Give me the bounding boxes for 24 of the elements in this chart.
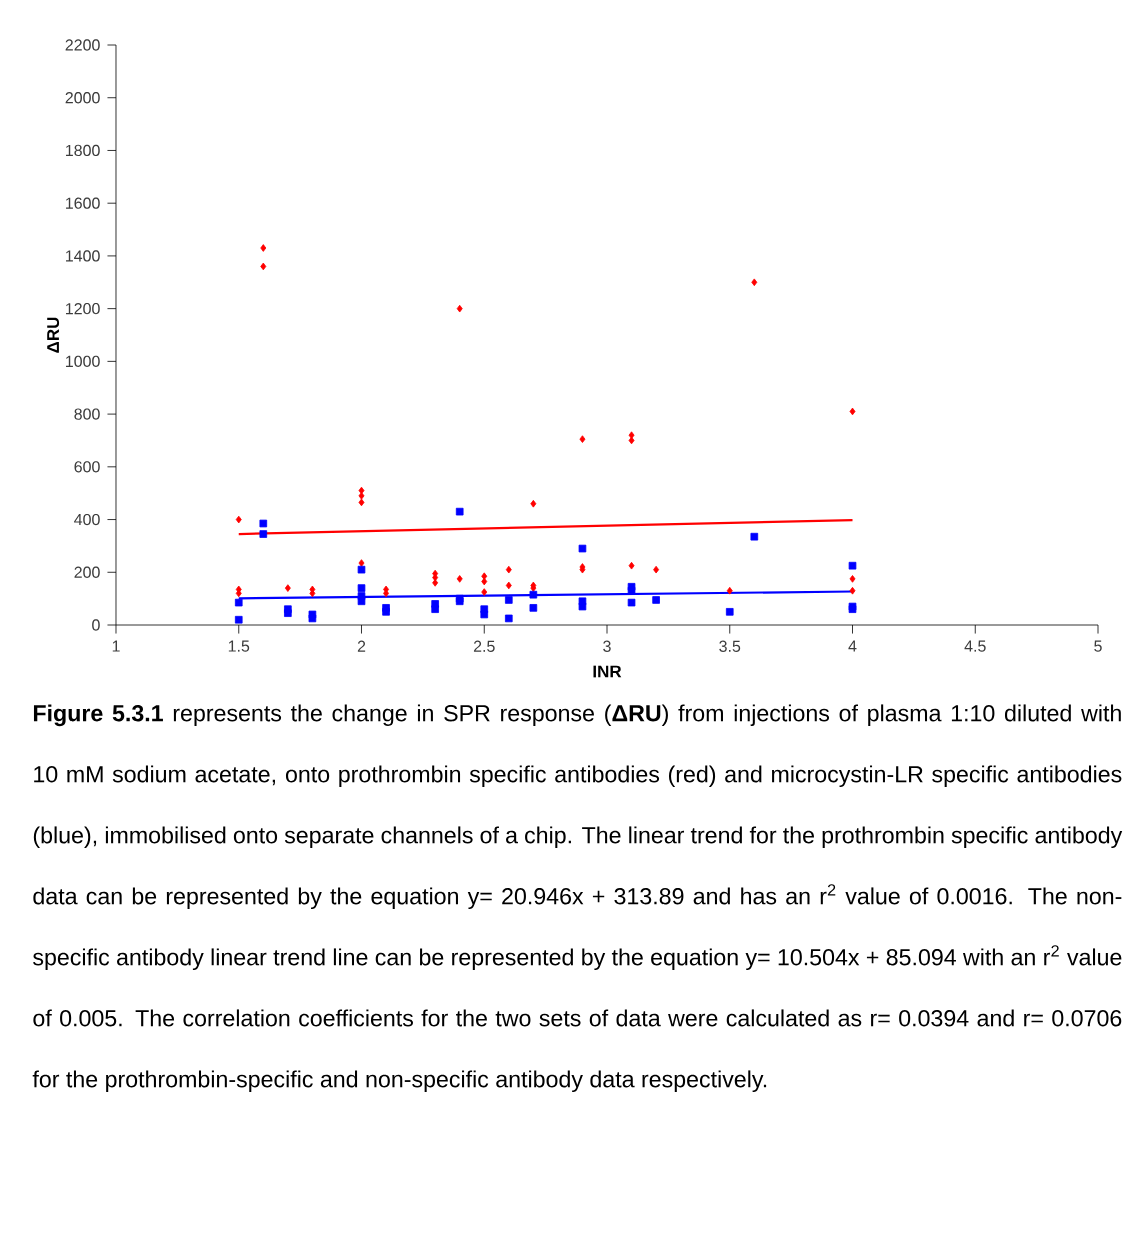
x-tick-label: 1 <box>112 640 120 652</box>
y-tick-label: 200 <box>74 566 100 578</box>
x-tick-label: 2.5 <box>473 640 495 652</box>
y-tick-label: 2000 <box>65 92 100 104</box>
x-axis-title: INR <box>593 665 622 678</box>
x-tick-label: 3 <box>603 640 611 652</box>
y-tick-label: 1800 <box>66 144 100 157</box>
y-tick-label: 1200 <box>66 302 100 315</box>
y-tick-label: 1000 <box>66 355 100 368</box>
x-tick-label: 4 <box>848 640 857 652</box>
x-tick-label: 1.5 <box>228 640 250 652</box>
y-axis-title: ΔRU <box>47 317 60 353</box>
text: Figure 5.3.1 represents the change in SPR response (ΔRU) from injections of plasma 1:10 diluted with 10 mM sodium acetate, onto prothrombin specific antibodies (red) and microcystin-LR specific antibodies (blue), immobilised onto separate channels of a chip. The linear trend for the prothrombin specific antibody data can be represented by the equation y= 20.946x + 313.89 and has an r$^{2}$ value of 0.0016. The non-specific antibody linear trend line can be represented by the equation y= 10.504x + 85.094 with an r$^{2}$ value of 0.005. The correlation coefficients for the two sets of data were calculated as r= 0.0394 and r= 0.0706 for the prothrombin-specific and non-specific antibody data respectively. <box>32 704 1123 1093</box>
y-tick-label: 1600 <box>66 197 100 209</box>
x-tick-label: 2 <box>357 640 366 652</box>
y-tick-label: 1400 <box>66 250 100 262</box>
y-tick-label: 600 <box>74 461 100 473</box>
x-tick-label: 5 <box>1094 640 1102 652</box>
y-tick-label: 400 <box>74 513 100 526</box>
y-tick-label: 0 <box>92 619 100 631</box>
y-tick-label: 800 <box>74 408 100 420</box>
x-tick-label: 3.5 <box>719 640 741 652</box>
x-tick-label: 4.5 <box>964 640 986 652</box>
y-tick-label: 2200 <box>65 39 100 51</box>
